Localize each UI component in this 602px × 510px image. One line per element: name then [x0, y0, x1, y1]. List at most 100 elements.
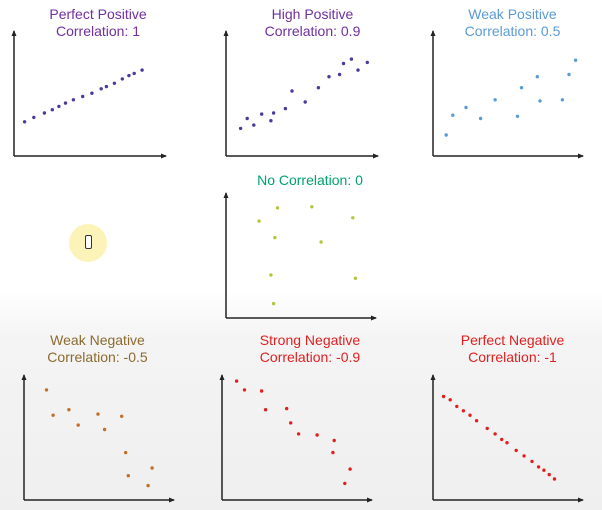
data-point [22, 120, 27, 124]
data-point [444, 133, 448, 137]
data-point [90, 91, 94, 95]
data-point [515, 114, 520, 119]
data-point [263, 408, 268, 412]
data-point [485, 426, 489, 431]
chart-title: Weak Negative Correlation: -0.5 [5, 332, 190, 366]
data-point [319, 240, 323, 244]
data-point [245, 116, 249, 121]
data-point [519, 86, 524, 90]
data-point [273, 235, 277, 240]
data-point [126, 474, 130, 478]
chart-title: Weak Positive Correlation: 0.5 [420, 6, 602, 40]
data-point [573, 58, 578, 62]
title-line-2: Correlation: -0.9 [259, 349, 361, 365]
x-axis-arrow [371, 315, 377, 321]
data-point [505, 441, 509, 445]
data-point [96, 412, 100, 416]
data-point [365, 60, 369, 65]
x-axis-arrow [367, 497, 373, 503]
data-point [271, 111, 276, 115]
title-line-2: Correlation: 1 [55, 23, 141, 39]
data-point [348, 467, 352, 471]
data-point [332, 438, 336, 443]
data-point [464, 105, 468, 110]
data-point [331, 450, 335, 455]
data-point [296, 432, 301, 436]
scatter-weak-positive [430, 30, 584, 159]
data-point [341, 61, 346, 66]
chart-title: Perfect Negative Correlation: -1 [420, 332, 602, 366]
data-point [150, 466, 154, 470]
data-point [514, 448, 518, 453]
chart-title: Perfect Positive Correlation: 1 [8, 6, 188, 40]
data-point [522, 454, 526, 458]
data-point [493, 98, 497, 102]
x-axis-arrow [578, 497, 584, 503]
data-point [349, 57, 354, 61]
data-point [500, 437, 504, 442]
data-point [259, 389, 264, 393]
data-point [275, 206, 280, 210]
data-point [538, 99, 542, 103]
data-point [71, 98, 76, 102]
data-point [99, 87, 103, 91]
data-point [51, 413, 55, 417]
scatter-high-positive [223, 30, 379, 159]
data-point [337, 72, 342, 77]
title-line-1: No Correlation: 0 [257, 172, 363, 188]
scatter-no-correlation [223, 192, 377, 321]
data-point [441, 394, 446, 399]
chart-title: No Correlation: 0 [215, 172, 405, 189]
title-line-1: Weak Positive [468, 6, 557, 22]
title-line-1: Weak Negative [50, 332, 145, 348]
data-point [343, 481, 347, 486]
data-point [63, 101, 68, 105]
x-axis-arrow [161, 153, 167, 159]
data-point [102, 427, 107, 432]
x-axis-arrow [578, 153, 584, 159]
data-point [67, 408, 71, 412]
data-point [310, 205, 314, 209]
title-line-1: Perfect Negative [460, 332, 565, 348]
y-axis-arrow [430, 374, 436, 380]
title-line-1: High Positive [271, 6, 354, 22]
data-point [124, 450, 128, 455]
title-line-2: Correlation: -0.5 [47, 349, 148, 365]
data-point [50, 108, 54, 112]
data-point [120, 77, 125, 81]
data-point [32, 115, 36, 120]
data-point [44, 388, 49, 392]
data-point [542, 468, 546, 472]
data-point [327, 75, 331, 79]
data-point [285, 406, 289, 411]
y-axis-arrow [21, 374, 27, 380]
y-axis-arrow [11, 30, 17, 36]
data-point [560, 98, 565, 102]
data-point [234, 379, 239, 383]
y-axis-arrow [219, 374, 225, 380]
data-point [455, 404, 459, 409]
x-axis-arrow [373, 153, 379, 159]
chart-title: Strong Negative Correlation: -0.9 [210, 332, 410, 366]
data-point [257, 219, 261, 223]
y-axis-arrow [223, 192, 229, 198]
x-axis-arrow [169, 497, 175, 503]
data-point [290, 89, 294, 93]
scatter-strong-negative [219, 374, 373, 503]
data-point [42, 111, 47, 115]
title-line-2: Correlation: -1 [468, 349, 557, 365]
data-point [351, 216, 355, 220]
data-point [478, 116, 483, 121]
data-point [104, 84, 109, 89]
data-point [536, 465, 541, 469]
data-point [552, 477, 557, 481]
data-point [76, 423, 80, 427]
data-point [127, 73, 131, 78]
data-point [547, 472, 551, 477]
chart-title: High Positive Correlation: 0.9 [220, 6, 405, 40]
title-line-1: Strong Negative [259, 332, 361, 348]
data-point [252, 123, 256, 127]
data-point [535, 75, 539, 79]
data-point [315, 433, 319, 437]
